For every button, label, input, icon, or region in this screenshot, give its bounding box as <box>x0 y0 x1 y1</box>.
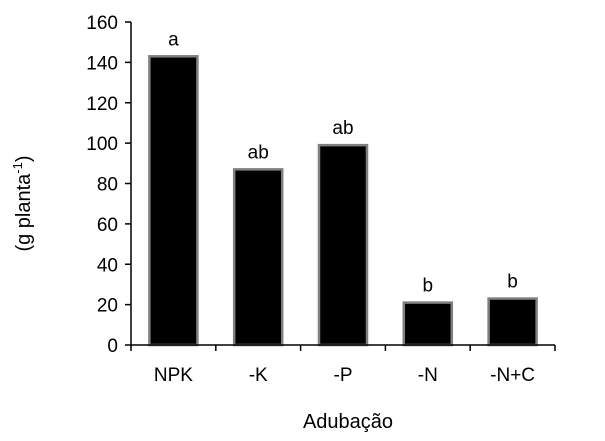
y-tick-label: 0 <box>107 336 118 357</box>
y-tick-label: 20 <box>97 296 118 317</box>
data-label: ab <box>248 142 269 163</box>
y-tick-label: 140 <box>86 53 118 74</box>
bar <box>232 168 284 347</box>
data-label: a <box>168 29 179 50</box>
bar <box>148 55 199 347</box>
data-label: b <box>507 272 518 293</box>
y-tick-label: 100 <box>86 134 118 155</box>
x-axis-title: Adubação <box>303 411 393 433</box>
bar <box>317 143 369 347</box>
data-label: b <box>423 276 434 297</box>
x-tick-label: -P <box>334 365 353 386</box>
y-axis-title-main: (g planta <box>13 173 35 252</box>
data-labels: a ab ab b b <box>168 29 518 296</box>
y-tick-label: 80 <box>97 175 118 196</box>
bars <box>148 55 538 347</box>
bar <box>487 297 538 347</box>
y-axis-ticks: 0 20 40 60 80 100 120 140 160 <box>86 13 131 357</box>
y-axis-title-superscript: -1 <box>10 162 25 174</box>
y-tick-label: 60 <box>97 215 118 236</box>
bar <box>402 301 454 347</box>
y-tick-label: 160 <box>86 13 118 34</box>
y-axis-title-close: ) <box>13 155 35 162</box>
x-axis-ticks: NPK -K -P -N -N+C <box>130 345 556 386</box>
data-label: ab <box>332 118 353 139</box>
x-tick-label: NPK <box>154 365 193 386</box>
y-tick-label: 120 <box>86 94 118 115</box>
x-tick-label: -N+C <box>490 365 535 386</box>
x-tick-label: -N <box>418 365 438 386</box>
x-tick-label: -K <box>249 365 268 386</box>
y-tick-label: 40 <box>97 255 118 276</box>
y-axis-title: (g planta-1) <box>10 155 35 251</box>
